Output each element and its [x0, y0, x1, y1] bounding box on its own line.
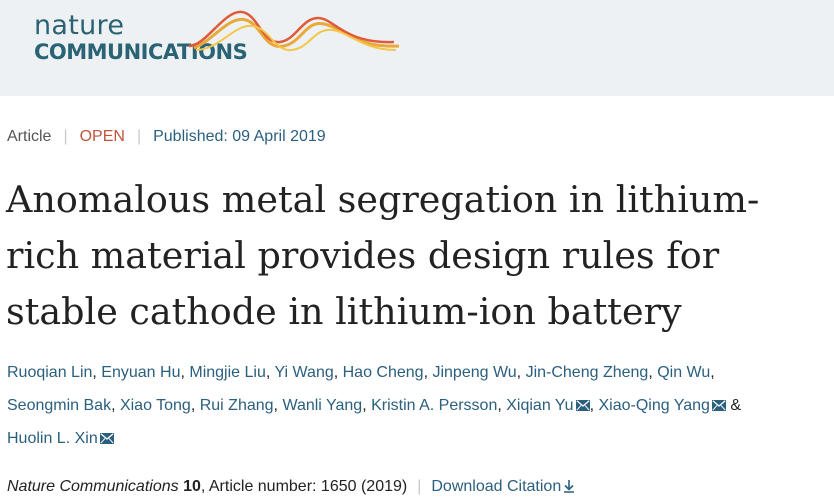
published-date: Published: 09 April 2019 [153, 128, 326, 145]
logo-nature-text: nature [34, 10, 125, 41]
email-icon[interactable] [99, 433, 114, 444]
open-access-badge: OPEN [79, 128, 125, 145]
download-citation-label: Download Citation [431, 478, 562, 495]
title-line: rich material provides design rules for [6, 234, 720, 277]
author-link[interactable]: Kristin A. Persson [371, 397, 498, 414]
author-link[interactable]: Xiao Tong [119, 397, 191, 414]
journal-name: Nature Communications [7, 478, 179, 495]
site-header: nature COMMUNICATIONS [0, 0, 834, 96]
download-icon [564, 480, 575, 493]
title-line: Anomalous metal segregation in lithium- [6, 178, 760, 221]
author-link[interactable]: Wanli Yang [282, 397, 363, 414]
meta-separator: | [136, 128, 142, 145]
download-citation-link[interactable]: Download Citation [431, 478, 575, 495]
author-link[interactable]: Huolin L. Xin [7, 430, 98, 447]
article-number: , Article number: 1650 (2019) [200, 478, 408, 495]
author-link[interactable]: Hao Cheng [342, 364, 424, 381]
author-link[interactable]: Seongmin Bak [7, 397, 112, 414]
author-link[interactable]: Mingjie Liu [189, 364, 266, 381]
author-link[interactable]: Qin Wu [657, 364, 711, 381]
author-link[interactable]: Rui Zhang [199, 397, 274, 414]
article-meta: Article | OPEN | Published: 09 April 2019 [7, 128, 326, 146]
logo-wave-graphic [188, 10, 399, 52]
author-link[interactable]: Xiao-Qing Yang [598, 397, 710, 414]
article-type: Article [7, 128, 52, 145]
email-icon[interactable] [711, 400, 726, 411]
meta-separator: | [63, 128, 68, 145]
citation-separator: | [417, 478, 422, 495]
author-link[interactable]: Ruoqian Lin [7, 364, 93, 381]
volume-number: 10 [183, 478, 201, 495]
article-title: Anomalous metal segregation in lithium- … [6, 172, 831, 340]
logo-communications-text: COMMUNICATIONS [34, 40, 248, 64]
journal-logo[interactable]: nature COMMUNICATIONS [34, 10, 399, 70]
author-link[interactable]: Yi Wang [274, 364, 334, 381]
author-link[interactable]: Jinpeng Wu [432, 364, 517, 381]
author-link[interactable]: Enyuan Hu [101, 364, 181, 381]
citation-line: Nature Communications 10, Article number… [7, 478, 575, 496]
title-line: stable cathode in lithium-ion battery [6, 290, 682, 333]
email-icon[interactable] [575, 400, 590, 411]
author-link[interactable]: Jin-Cheng Zheng [525, 364, 649, 381]
author-link[interactable]: Xiqian Yu [506, 397, 574, 414]
author-list: Ruoqian Lin, Enyuan Hu, Mingjie Liu, Yi … [7, 364, 742, 447]
